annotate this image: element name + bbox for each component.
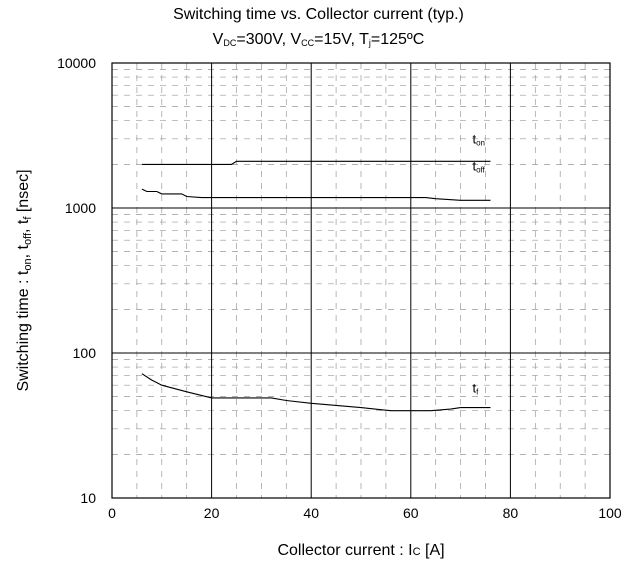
y-tick-labels: 10 100 1000 10000 (57, 55, 96, 506)
x-tick-label: 40 (303, 505, 319, 521)
series-line-f (141, 373, 491, 412)
plot-frame (111, 62, 611, 499)
series-label-f: tf (472, 381, 479, 397)
x-tick-labels: 0 20 40 60 80 100 (108, 505, 622, 521)
tj-label: Tj=125ºC (359, 31, 425, 48)
x-axis-label: Collector current : IC [A] (277, 542, 444, 559)
series-line-on (141, 160, 491, 165)
minor-grid (112, 63, 610, 498)
chart-title: Switching time vs. Collector current (ty… (173, 6, 464, 23)
x-tick-label: 20 (204, 505, 220, 521)
series-lines (141, 160, 491, 412)
vdc-label: VDC=300V, (212, 31, 291, 48)
y-tick-label: 100 (73, 345, 97, 361)
x-tick-label: 80 (503, 505, 519, 521)
series-label-on: ton (472, 131, 485, 147)
y-tick-label: 1000 (65, 200, 96, 216)
series-labels: ton toff tf (472, 131, 485, 396)
major-grid (112, 63, 610, 498)
x-tick-label: 100 (598, 505, 622, 521)
x-tick-label: 60 (403, 505, 419, 521)
y-tick-label: 10000 (57, 55, 96, 71)
y-axis-label: Switching time : ton, toff, tf [nsec] (15, 169, 34, 391)
vcc-label: VCC=15V, (290, 31, 360, 48)
series-line-off (141, 188, 491, 201)
y-tick-label: 10 (80, 490, 96, 506)
x-tick-label: 0 (108, 505, 116, 521)
chart-subtitle: VDC=300V, VCC=15V, Tj=125ºC (0, 31, 637, 49)
series-label-off: toff (472, 158, 485, 174)
